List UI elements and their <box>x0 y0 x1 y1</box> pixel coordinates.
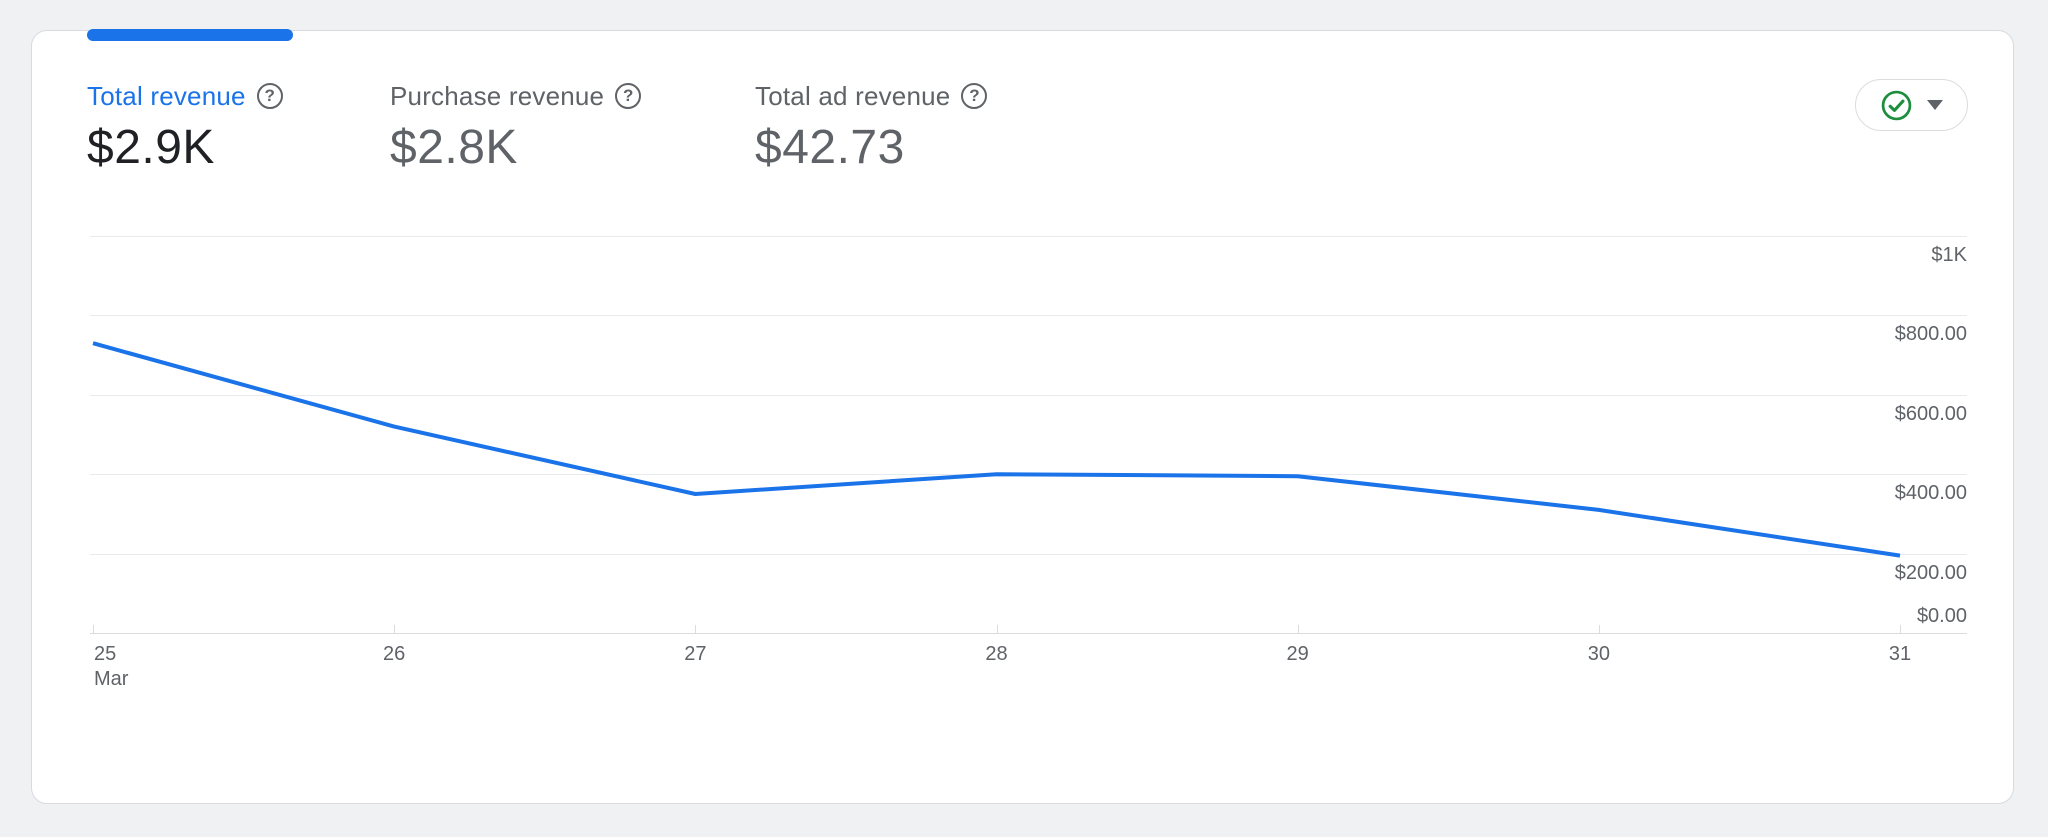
x-axis-tick <box>1297 625 1299 633</box>
y-gridline <box>90 474 1967 476</box>
check-circle-icon <box>1881 90 1911 120</box>
help-icon[interactable]: ? <box>256 83 283 109</box>
x-axis-tick <box>93 625 94 633</box>
x-axis-label: 28 <box>985 643 1008 665</box>
metric-label: Purchase revenue <box>390 80 605 111</box>
y-axis-label: $1K <box>1931 244 1967 266</box>
y-gridline <box>90 236 1967 237</box>
y-axis-label: $800.00 <box>1894 323 1967 346</box>
metric-tab-purchase-revenue[interactable]: Purchase revenue ? $2.8K <box>390 80 642 175</box>
help-icon[interactable]: ? <box>961 83 988 109</box>
x-axis-label: 29 <box>1286 643 1309 665</box>
x-axis-tick <box>394 625 396 633</box>
y-axis-label: $0.00 <box>1916 605 1967 627</box>
y-gridline <box>90 315 1967 317</box>
metric-value: $42.73 <box>755 121 905 174</box>
x-axis-label: 30 <box>1587 643 1610 665</box>
x-axis-label: 27 <box>684 643 707 665</box>
x-axis-tick <box>1900 625 1901 633</box>
revenue-line-series <box>92 341 1901 558</box>
metric-value: $2.9K <box>87 121 215 174</box>
x-axis-month-label: Mar <box>94 668 129 690</box>
data-quality-dropdown-button[interactable] <box>1855 79 1968 131</box>
metric-tab-total-ad-revenue[interactable]: Total ad revenue ? $42.73 <box>755 80 988 175</box>
revenue-line-chart[interactable]: $1K $800.00 $600.00 $400.00 $200.00 $0.00 25 26… <box>32 31 2014 803</box>
help-icon[interactable]: ? <box>615 83 642 109</box>
y-gridline <box>90 633 1967 634</box>
y-gridline <box>90 394 1967 396</box>
metric-value: $2.8K <box>390 121 518 174</box>
metric-tab-total-revenue[interactable]: Total revenue ? $2.9K <box>87 81 283 175</box>
y-axis-label: $600.00 <box>1894 402 1967 425</box>
y-axis-label: $200.00 <box>1894 561 1967 584</box>
x-axis-label: 26 <box>383 643 406 665</box>
x-axis-tick <box>695 625 697 633</box>
selected-tab-indicator <box>87 29 293 41</box>
x-axis-tick <box>1598 625 1600 633</box>
x-axis-label: 25 <box>94 643 117 665</box>
metric-label: Total ad revenue <box>755 80 951 111</box>
metric-label: Total revenue <box>87 80 246 111</box>
chevron-down-icon <box>1926 100 1943 110</box>
revenue-chart-card: Total revenue ? $2.9K Purchase revenue ?… <box>31 29 2014 804</box>
y-axis-label: $400.00 <box>1894 482 1967 505</box>
y-gridline <box>90 553 1967 555</box>
x-axis-tick <box>996 625 998 633</box>
x-axis-label: 31 <box>1888 643 1912 665</box>
